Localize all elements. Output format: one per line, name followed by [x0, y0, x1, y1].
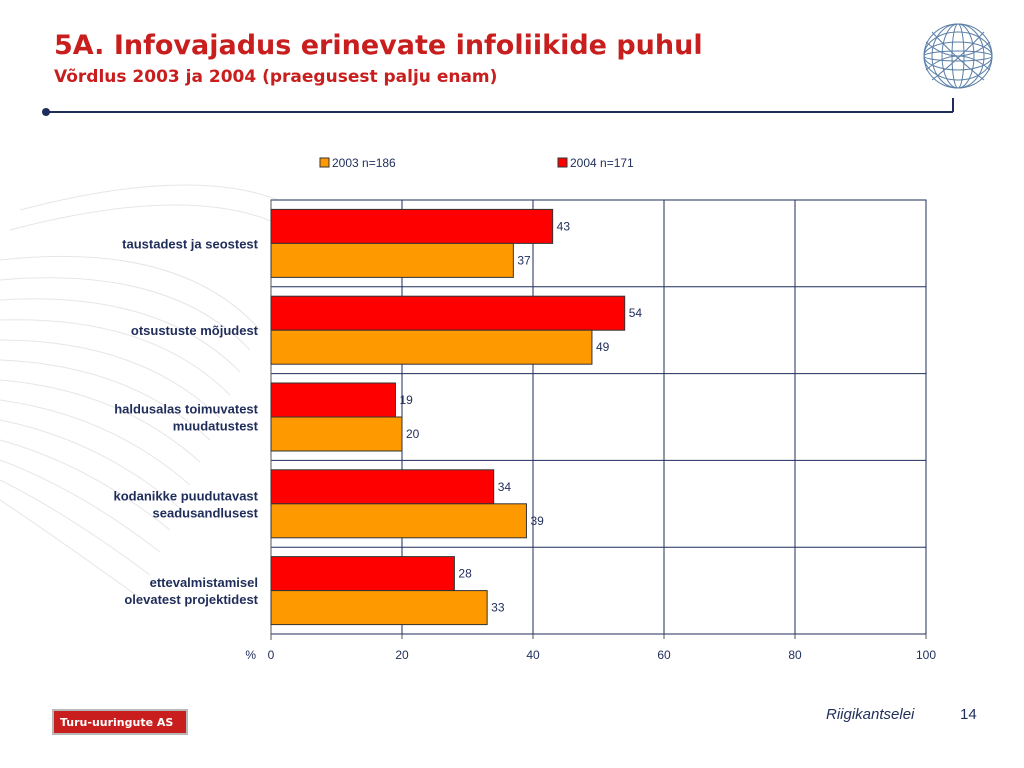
data-label: 43: [557, 219, 571, 233]
category-label: haldusalas toimuvatest: [114, 402, 258, 417]
globe-logo-icon: [923, 23, 993, 89]
bar: [270, 382, 396, 418]
category-label: ettevalmistamisel: [150, 575, 258, 590]
data-label: 49: [596, 340, 610, 354]
category-label: kodanikke puudutavast: [114, 488, 259, 503]
bar-chart: 2003 n=186 2004 n=171 43 37 54 49 19 20 34 39 28 3…: [114, 156, 937, 662]
bar: [270, 556, 455, 592]
category-label: olevatest projektidest: [124, 592, 258, 607]
legend-label: 2003 n=186: [332, 156, 396, 170]
legend-label: 2004 n=171: [570, 156, 634, 170]
category-label: muudatustest: [173, 419, 259, 434]
bar: [270, 242, 514, 278]
bar: [270, 295, 626, 331]
chart-legend: 2003 n=186 2004 n=171: [319, 156, 634, 170]
company-logo-text: Turu-uuringute AS: [60, 715, 174, 729]
bar: [270, 503, 527, 539]
data-label: 54: [629, 306, 643, 320]
tick-label: 20: [395, 648, 409, 662]
bar: [270, 329, 593, 365]
data-label: 37: [517, 253, 531, 267]
bar: [270, 469, 495, 505]
data-label: 34: [498, 480, 512, 494]
footer-client-name: Riigikantselei: [826, 706, 915, 723]
data-label: 28: [458, 567, 472, 581]
company-logo: Turu-uuringute AS: [52, 709, 188, 735]
tick-label: 40: [526, 648, 540, 662]
category-labels: taustadest ja seostest otsustuste mõjudes…: [114, 236, 259, 607]
legend-swatch: [557, 157, 568, 168]
data-label: 39: [530, 514, 544, 528]
slide-title: 5A. Infovajadus erinevate infoliikide pu…: [54, 30, 703, 61]
tick-label: 80: [788, 648, 802, 662]
data-label: 19: [399, 393, 413, 407]
bar: [270, 208, 554, 244]
bar: [270, 416, 403, 452]
category-label: otsustuste mõjudest: [131, 323, 259, 338]
slide-subtitle: Võrdlus 2003 ja 2004 (praegusest palju e…: [54, 67, 498, 87]
x-axis-ticks: 0 20 40 60 80 100%: [245, 634, 936, 662]
category-label: taustadest ja seostest: [122, 236, 259, 251]
chart-bars: 43 37 54 49 19 20 34 39 28 33: [270, 208, 643, 626]
x-axis-unit-label: %: [245, 648, 256, 662]
data-label: 33: [491, 601, 505, 615]
data-label: 20: [406, 427, 420, 441]
header-rule: [42, 98, 954, 116]
category-label: seadusandlusest: [153, 505, 259, 520]
tick-label: 0: [268, 648, 275, 662]
legend-swatch: [319, 157, 330, 168]
tick-label: 100: [916, 648, 936, 662]
bar: [270, 590, 488, 626]
tick-label: 60: [657, 648, 671, 662]
page-number: 14: [960, 706, 977, 723]
